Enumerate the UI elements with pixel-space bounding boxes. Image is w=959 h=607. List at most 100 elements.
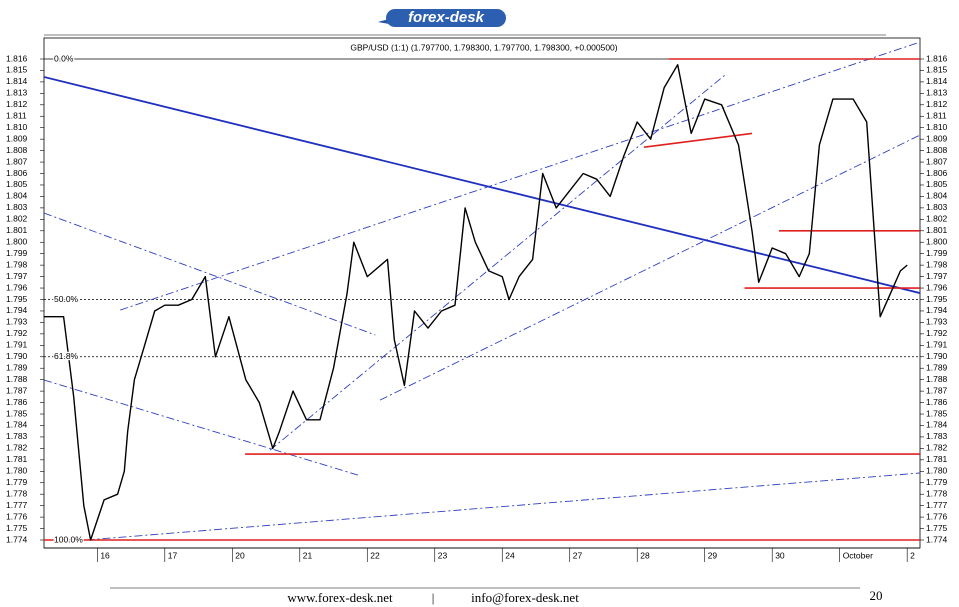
y2-tick-label: 1.802 bbox=[926, 214, 948, 224]
y2-tick-label: 1.776 bbox=[926, 511, 948, 521]
x-tick-label: 28 bbox=[640, 550, 650, 560]
y-tick-label: 1.795 bbox=[6, 294, 28, 304]
y2-tick-label: 1.775 bbox=[926, 523, 948, 533]
y-tick-label: 1.816 bbox=[6, 53, 28, 63]
y2-tick-label: 1.774 bbox=[926, 534, 948, 544]
y2-tick-label: 1.806 bbox=[926, 168, 948, 178]
y-tick-label: 1.788 bbox=[6, 374, 28, 384]
level-label: 100.0% bbox=[54, 534, 83, 544]
x-tick-label: 30 bbox=[775, 550, 785, 560]
y2-tick-label: 1.786 bbox=[926, 397, 948, 407]
y2-tick-label: 1.783 bbox=[926, 431, 948, 441]
x-tick-label: 21 bbox=[303, 550, 313, 560]
y2-tick-label: 1.815 bbox=[926, 65, 948, 75]
x-tick-label: 17 bbox=[168, 550, 178, 560]
y-tick-label: 1.812 bbox=[6, 99, 28, 109]
y2-tick-label: 1.781 bbox=[926, 454, 948, 464]
y-tick-label: 1.804 bbox=[6, 191, 28, 201]
footer-email: info@forex-desk.net bbox=[471, 590, 579, 605]
y2-tick-label: 1.804 bbox=[926, 191, 948, 201]
y2-tick-label: 1.813 bbox=[926, 88, 948, 98]
y2-tick-label: 1.795 bbox=[926, 294, 948, 304]
y2-tick-label: 1.812 bbox=[926, 99, 948, 109]
y-tick-label: 1.780 bbox=[6, 466, 28, 476]
y2-tick-label: 1.791 bbox=[926, 340, 948, 350]
y-tick-label: 1.787 bbox=[6, 385, 28, 395]
trend-line bbox=[379, 134, 920, 401]
y-tick-label: 1.790 bbox=[6, 351, 28, 361]
trend-line bbox=[86, 472, 920, 541]
trend-line bbox=[44, 212, 376, 336]
y2-tick-label: 1.792 bbox=[926, 328, 948, 338]
y-tick-label: 1.786 bbox=[6, 397, 28, 407]
x-tick-label: 27 bbox=[573, 550, 583, 560]
y2-tick-label: 1.789 bbox=[926, 362, 948, 372]
x-tick-label: 2 bbox=[910, 550, 915, 560]
y2-tick-label: 1.777 bbox=[926, 500, 948, 510]
y2-tick-label: 1.796 bbox=[926, 282, 948, 292]
y-tick-label: 1.794 bbox=[6, 305, 28, 315]
trend-line bbox=[269, 74, 726, 451]
level-label: 61.8% bbox=[54, 351, 79, 361]
y-tick-label: 1.792 bbox=[6, 328, 28, 338]
y-tick-label: 1.806 bbox=[6, 168, 28, 178]
y2-tick-label: 1.803 bbox=[926, 202, 948, 212]
y2-tick-label: 1.790 bbox=[926, 351, 948, 361]
x-tick-label: 16 bbox=[100, 550, 110, 560]
level-line-red bbox=[643, 132, 753, 148]
y2-tick-label: 1.794 bbox=[926, 305, 948, 315]
trend-line bbox=[44, 76, 920, 294]
y2-tick-label: 1.810 bbox=[926, 122, 948, 132]
x-tick-label: 24 bbox=[505, 550, 515, 560]
y-tick-label: 1.808 bbox=[6, 145, 28, 155]
y-tick-label: 1.803 bbox=[6, 202, 28, 212]
y2-tick-label: 1.793 bbox=[926, 317, 948, 327]
y-tick-label: 1.785 bbox=[6, 408, 28, 418]
y-tick-label: 1.815 bbox=[6, 65, 28, 75]
x-tick-label: 20 bbox=[235, 550, 245, 560]
y-tick-label: 1.811 bbox=[6, 111, 27, 121]
y-tick-label: 1.802 bbox=[6, 214, 28, 224]
chart-title: GBP/USD (1:1) (1.797700, 1.798300, 1.797… bbox=[350, 42, 617, 52]
y-tick-label: 1.777 bbox=[6, 500, 28, 510]
y2-tick-label: 1.784 bbox=[926, 420, 948, 430]
y-tick-label: 1.778 bbox=[6, 488, 28, 498]
y2-tick-label: 1.807 bbox=[926, 156, 948, 166]
y2-tick-label: 1.816 bbox=[926, 53, 948, 63]
y-tick-label: 1.784 bbox=[6, 420, 28, 430]
price-line bbox=[44, 64, 908, 541]
y-tick-label: 1.776 bbox=[6, 511, 28, 521]
y-tick-label: 1.779 bbox=[6, 477, 28, 487]
y2-tick-label: 1.780 bbox=[926, 466, 948, 476]
footer-separator: | bbox=[432, 590, 435, 605]
x-tick-label: 22 bbox=[370, 550, 380, 560]
x-tick-label: 23 bbox=[438, 550, 448, 560]
y-tick-label: 1.783 bbox=[6, 431, 28, 441]
y2-tick-label: 1.809 bbox=[926, 133, 948, 143]
y-tick-label: 1.798 bbox=[6, 259, 28, 269]
y2-tick-label: 1.799 bbox=[926, 248, 948, 258]
plot-area bbox=[44, 41, 920, 541]
y-tick-label: 1.809 bbox=[6, 133, 28, 143]
y-tick-label: 1.800 bbox=[6, 236, 28, 246]
y-tick-label: 1.793 bbox=[6, 317, 28, 327]
logo-badge bbox=[386, 9, 506, 27]
y-tick-label: 1.775 bbox=[6, 523, 28, 533]
y2-tick-label: 1.787 bbox=[926, 385, 948, 395]
level-label: 0.0% bbox=[54, 53, 74, 63]
y-tick-label: 1.789 bbox=[6, 362, 28, 372]
plot-frame bbox=[43, 37, 921, 549]
y2-tick-label: 1.800 bbox=[926, 236, 948, 246]
y2-tick-label: 1.788 bbox=[926, 374, 948, 384]
trend-line bbox=[44, 379, 361, 477]
footer-website: www.forex-desk.net bbox=[287, 590, 393, 605]
y2-tick-label: 1.808 bbox=[926, 145, 948, 155]
y2-tick-label: 1.801 bbox=[926, 225, 948, 235]
y-tick-label: 1.813 bbox=[6, 88, 28, 98]
y-tick-label: 1.782 bbox=[6, 443, 28, 453]
y2-tick-label: 1.805 bbox=[926, 179, 948, 189]
y-tick-label: 1.799 bbox=[6, 248, 28, 258]
logo-text: forex-desk bbox=[408, 9, 485, 26]
trend-line bbox=[120, 41, 920, 311]
